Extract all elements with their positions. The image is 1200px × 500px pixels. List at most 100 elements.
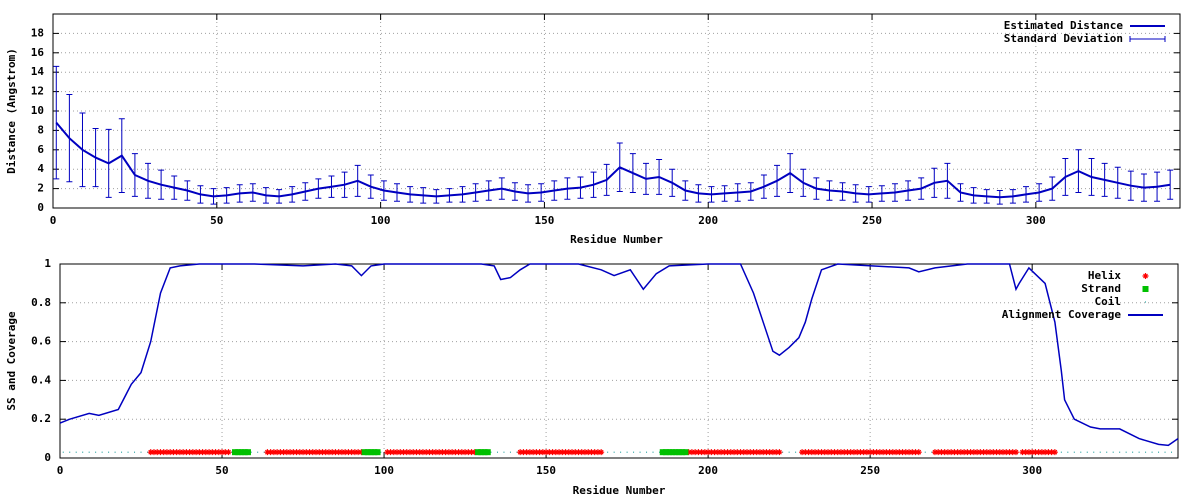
- strand-marker: [679, 449, 686, 456]
- helix-marker: [961, 449, 968, 456]
- strand-marker: [361, 449, 368, 456]
- helix-marker: [588, 449, 595, 456]
- x-tick-label: 250: [862, 214, 882, 227]
- helix-marker: [202, 449, 209, 456]
- coil-marker: [1060, 451, 1062, 453]
- helix-marker: [556, 449, 563, 456]
- helix-marker: [990, 449, 997, 456]
- x-tick-label: 0: [50, 214, 57, 227]
- helix-marker: [147, 449, 154, 456]
- helix-marker: [964, 449, 971, 456]
- coil-marker: [108, 451, 110, 453]
- strand-marker: [672, 449, 679, 456]
- helix-marker: [517, 449, 524, 456]
- helix-marker: [552, 449, 559, 456]
- coil-marker: [496, 451, 498, 453]
- helix-marker: [876, 449, 883, 456]
- strand-marker: [371, 449, 378, 456]
- helix-marker: [283, 449, 290, 456]
- x-tick-label: 150: [534, 214, 554, 227]
- helix-marker: [799, 449, 806, 456]
- helix-marker: [841, 449, 848, 456]
- legend-label: Helix: [1088, 269, 1121, 282]
- coil-marker: [380, 451, 382, 453]
- helix-marker: [322, 449, 329, 456]
- y-tick-label: 12: [31, 85, 44, 98]
- helix-marker: [455, 449, 462, 456]
- helix-marker: [523, 449, 530, 456]
- helix-marker: [805, 449, 812, 456]
- coil-marker: [607, 451, 609, 453]
- helix-marker: [419, 449, 426, 456]
- helix-marker: [559, 449, 566, 456]
- helix-marker: [180, 449, 187, 456]
- helix-marker: [358, 449, 365, 456]
- helix-marker: [915, 449, 922, 456]
- coil-marker: [1125, 451, 1127, 453]
- coil-marker: [62, 451, 64, 453]
- coil-marker: [931, 451, 933, 453]
- helix-marker: [844, 449, 851, 456]
- helix-marker: [403, 449, 410, 456]
- helix-marker: [701, 449, 708, 456]
- y-tick-label: 0: [37, 201, 44, 214]
- strand-marker: [231, 449, 238, 456]
- helix-marker: [150, 449, 157, 456]
- coil-marker: [127, 451, 129, 453]
- y-tick-label: 0.6: [31, 335, 51, 348]
- strand-marker: [475, 449, 482, 456]
- strand-marker: [669, 449, 676, 456]
- helix-marker: [825, 449, 832, 456]
- helix-marker: [215, 449, 222, 456]
- helix-marker: [546, 449, 553, 456]
- coil-marker: [1093, 451, 1095, 453]
- helix-marker: [332, 449, 339, 456]
- helix-marker: [449, 449, 456, 456]
- y-tick-label: 0.4: [31, 373, 51, 386]
- x-tick-label: 250: [860, 464, 880, 477]
- helix-marker: [1038, 449, 1045, 456]
- helix-marker: [821, 449, 828, 456]
- helix-marker: [944, 449, 951, 456]
- helix-marker: [987, 449, 994, 456]
- helix-marker: [688, 449, 695, 456]
- strand-marker: [238, 449, 245, 456]
- helix-marker: [416, 449, 423, 456]
- coil-marker: [516, 451, 518, 453]
- x-tick-label: 300: [1026, 214, 1046, 227]
- helix-marker: [763, 449, 770, 456]
- strand-marker: [368, 449, 375, 456]
- helix-marker: [309, 449, 316, 456]
- coil-marker: [263, 451, 265, 453]
- helix-marker: [721, 449, 728, 456]
- helix-marker: [724, 449, 731, 456]
- helix-marker: [199, 449, 206, 456]
- helix-marker: [850, 449, 857, 456]
- helix-marker: [186, 449, 193, 456]
- coil-marker: [1080, 451, 1082, 453]
- coil-marker: [1099, 451, 1101, 453]
- helix-marker: [902, 449, 909, 456]
- helix-marker: [1012, 449, 1019, 456]
- helix-marker: [536, 449, 543, 456]
- strand-marker: [666, 449, 673, 456]
- helix-marker: [776, 449, 783, 456]
- x-tick-label: 200: [698, 464, 718, 477]
- helix-marker: [423, 449, 430, 456]
- helix-marker: [909, 449, 916, 456]
- helix-marker: [750, 449, 757, 456]
- helix-marker: [468, 449, 475, 456]
- distance-line: [55, 121, 1171, 199]
- helix-marker: [769, 449, 776, 456]
- helix-marker: [1035, 449, 1042, 456]
- helix-marker: [685, 449, 692, 456]
- strand-marker: [481, 449, 488, 456]
- strand-marker: [235, 449, 242, 456]
- legend-swatch: [1145, 301, 1146, 303]
- coil-marker: [1106, 451, 1108, 453]
- helix-marker: [896, 449, 903, 456]
- helix-marker: [225, 449, 232, 456]
- helix-marker: [296, 449, 303, 456]
- helix-marker: [1009, 449, 1016, 456]
- coil-marker: [652, 451, 654, 453]
